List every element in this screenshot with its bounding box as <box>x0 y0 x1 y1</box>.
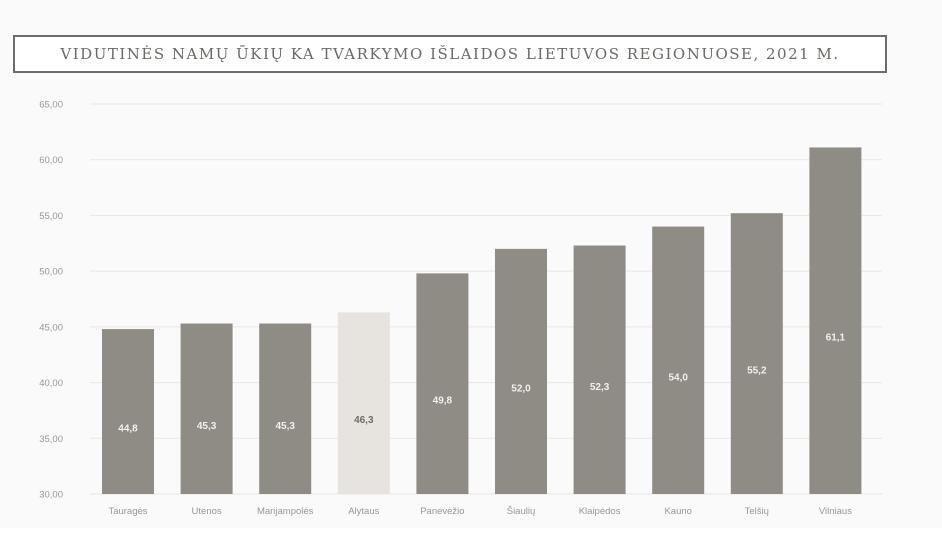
x-tick-label: Kauno <box>664 506 691 517</box>
bar-value-label: 44,8 <box>118 424 138 435</box>
x-tick-label: Utenos <box>192 506 222 517</box>
bar-value-label: 46,3 <box>354 415 374 426</box>
bar-Šiaulių <box>495 248 547 494</box>
y-tick-label: 40,00 <box>39 378 63 389</box>
bar-value-label: 49,8 <box>433 396 453 407</box>
y-tick-label: 45,00 <box>39 322 63 333</box>
bar-Kauno <box>652 226 705 495</box>
bar-value-label: 45,3 <box>275 421 295 432</box>
x-tick-label: Klaipėdos <box>579 506 621 517</box>
x-tick-label: Tauragės <box>108 506 147 517</box>
bar-Tauragės <box>102 329 154 494</box>
bar-Telšių <box>730 213 783 494</box>
x-tick-label: Alytaus <box>348 506 379 517</box>
bar-Utenos <box>180 323 233 494</box>
bar-value-label: 45,3 <box>197 421 217 432</box>
y-axis-ticks: 30,00 35,00 40,00 45,00 50,00 55,00 60,00 65,00 <box>39 100 63 501</box>
bars <box>102 147 862 495</box>
y-tick-label: 60,00 <box>39 155 63 166</box>
x-tick-label: Marijampolės <box>257 506 314 517</box>
bar-value-label: 61,1 <box>826 333 846 344</box>
bar-value-label: 52,0 <box>511 383 531 394</box>
bar-Panevėžio <box>416 273 469 494</box>
y-tick-label: 50,00 <box>39 267 63 278</box>
bottom-strip <box>0 528 942 535</box>
bar-value-label: 55,2 <box>747 366 767 377</box>
x-tick-label: Telšių <box>745 506 769 517</box>
bar-Alytaus <box>337 312 390 494</box>
bar-value-label: 52,3 <box>590 382 610 393</box>
y-tick-label: 55,00 <box>39 211 63 222</box>
x-tick-label: Panevėžio <box>420 506 464 517</box>
y-tick-label: 30,00 <box>39 490 63 501</box>
bar-Vilniaus <box>809 147 862 494</box>
x-tick-label: Vilniaus <box>819 506 852 517</box>
bar-value-label: 54,0 <box>668 372 688 383</box>
bar-Marijampolės <box>259 323 312 494</box>
chart-title: VIDUTINĖS NAMŲ ŪKIŲ KA TVARKYMO IŠLAIDOS… <box>60 45 840 63</box>
y-tick-label: 35,00 <box>39 434 63 445</box>
chart-title-box: VIDUTINĖS NAMŲ ŪKIŲ KA TVARKYMO IŠLAIDOS… <box>13 35 887 73</box>
bar-Klaipėdos <box>573 245 626 494</box>
x-axis-ticks: Tauragės Utenos Marijampolės Alytaus Panevėž… <box>108 506 852 517</box>
y-tick-label: 65,00 <box>39 100 63 111</box>
x-tick-label: Šiaulių <box>507 506 536 517</box>
bar-value-labels: 44,8 45,3 45,3 46,3 49,8 52,0 52,3 54,0 55,2 61,1 <box>118 333 845 435</box>
